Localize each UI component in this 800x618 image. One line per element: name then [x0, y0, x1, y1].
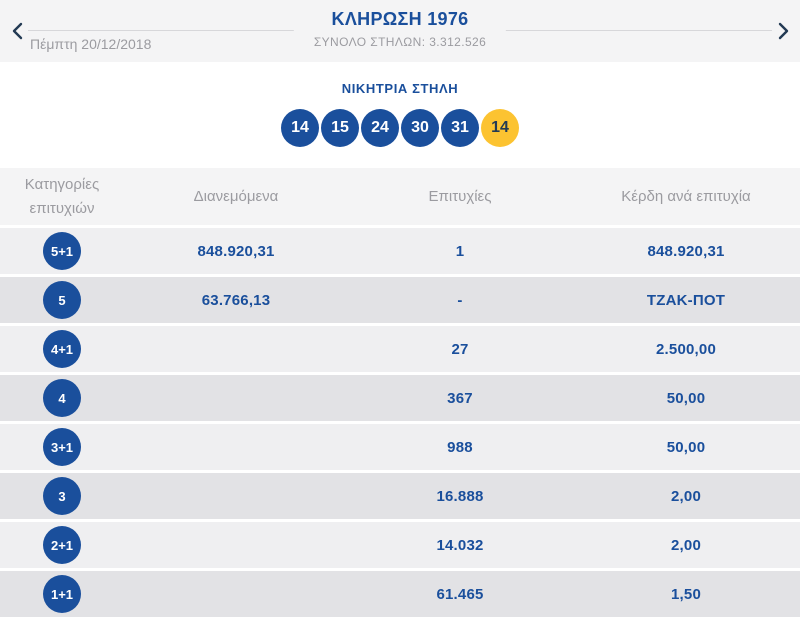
winning-number-ball: 15 [321, 109, 359, 147]
category-cell: 3+1 [0, 428, 124, 466]
next-draw-button[interactable] [772, 20, 794, 42]
category-cell: 4 [0, 379, 124, 417]
prize-table-row: 5 63.766,13 - ΤΖΑΚ-ΠΟΤ [0, 277, 800, 323]
prize-table-row: 5+1 848.920,31 1 848.920,31 [0, 228, 800, 274]
category-badge: 3 [43, 477, 81, 515]
winning-number-ball: 14 [281, 109, 319, 147]
category-badge: 4 [43, 379, 81, 417]
wins-cell: 61.465 [436, 585, 484, 603]
prize-cell: 1,50 [671, 585, 701, 603]
prize-cell: 2,00 [671, 536, 701, 554]
prize-table-row: 2+1 14.032 2,00 [0, 522, 800, 568]
category-cell: 3 [0, 477, 124, 515]
chevron-right-icon [777, 22, 790, 40]
wins-cell: 14.032 [436, 536, 484, 554]
joker-number-ball: 14 [481, 109, 519, 147]
prize-cell: 50,00 [666, 389, 706, 407]
prize-table-row: 4+1 27 2.500,00 [0, 326, 800, 372]
prize-cell: 2,00 [671, 487, 701, 505]
column-header-categories: Κατηγορίες επιτυχιών [24, 176, 100, 217]
total-columns-label: ΣΥΝΟΛΟ ΣΤΗΛΩΝ: 3.312.526 [313, 35, 487, 49]
draw-header: ΚΛΗΡΩΣΗ 1976 ΣΥΝΟΛΟ ΣΤΗΛΩΝ: 3.312.526 Πέ… [0, 0, 800, 62]
prize-table-row: 3+1 988 50,00 [0, 424, 800, 470]
prize-cell: 50,00 [666, 438, 706, 456]
wins-cell: 367 [447, 389, 473, 407]
prize-table-row: 3 16.888 2,00 [0, 473, 800, 519]
prize-cell: ΤΖΑΚ-ΠΟΤ [646, 291, 726, 309]
winning-number-ball: 30 [401, 109, 439, 147]
distributed-cell: 848.920,31 [197, 242, 275, 260]
wins-cell: 1 [455, 242, 465, 260]
winning-numbers: 14 15 24 30 31 14 [0, 109, 800, 147]
prize-table-row: 4 367 50,00 [0, 375, 800, 421]
category-badge: 3+1 [43, 428, 81, 466]
draw-title: ΚΛΗΡΩΣΗ 1976 [331, 9, 469, 29]
wins-cell: 16.888 [436, 487, 484, 505]
prize-cell: 848.920,31 [647, 242, 725, 260]
draw-header-center: ΚΛΗΡΩΣΗ 1976 ΣΥΝΟΛΟ ΣΤΗΛΩΝ: 3.312.526 [293, 9, 507, 49]
column-header-prize-per-win: Κέρδη ανά επιτυχία [621, 188, 751, 205]
category-cell: 5+1 [0, 232, 124, 270]
winning-column-section: ΝΙΚΗΤΡΙΑ ΣΤΗΛΗ 14 15 24 30 31 14 [0, 62, 800, 168]
prize-table-row: 1+1 61.465 1,50 [0, 571, 800, 617]
chevron-left-icon [11, 22, 24, 40]
prize-table-header: Κατηγορίες επιτυχιών Διανεμόμενα Επιτυχί… [0, 168, 800, 225]
winning-number-ball: 31 [441, 109, 479, 147]
distributed-cell: 63.766,13 [201, 291, 271, 309]
category-cell: 5 [0, 281, 124, 319]
category-badge: 2+1 [43, 526, 81, 564]
wins-cell: 988 [447, 438, 473, 456]
category-cell: 2+1 [0, 526, 124, 564]
category-cell: 4+1 [0, 330, 124, 368]
category-badge: 5 [43, 281, 81, 319]
category-cell: 1+1 [0, 575, 124, 613]
category-badge: 4+1 [43, 330, 81, 368]
prize-table: Κατηγορίες επιτυχιών Διανεμόμενα Επιτυχί… [0, 168, 800, 617]
column-header-wins: Επιτυχίες [428, 188, 492, 205]
previous-draw-button[interactable] [6, 20, 28, 42]
category-badge: 5+1 [43, 232, 81, 270]
prize-table-body: 5+1 848.920,31 1 848.920,31 5 63.766,13 - ΤΖΑΚ-… [0, 228, 800, 617]
winning-number-ball: 24 [361, 109, 399, 147]
draw-date: Πέμπτη 20/12/2018 [30, 36, 152, 52]
wins-cell: - [457, 291, 463, 309]
winning-column-label: ΝΙΚΗΤΡΙΑ ΣΤΗΛΗ [341, 81, 459, 96]
wins-cell: 27 [451, 340, 469, 358]
prize-cell: 2.500,00 [656, 340, 716, 358]
column-header-distributed: Διανεμόμενα [193, 188, 279, 205]
category-badge: 1+1 [43, 575, 81, 613]
